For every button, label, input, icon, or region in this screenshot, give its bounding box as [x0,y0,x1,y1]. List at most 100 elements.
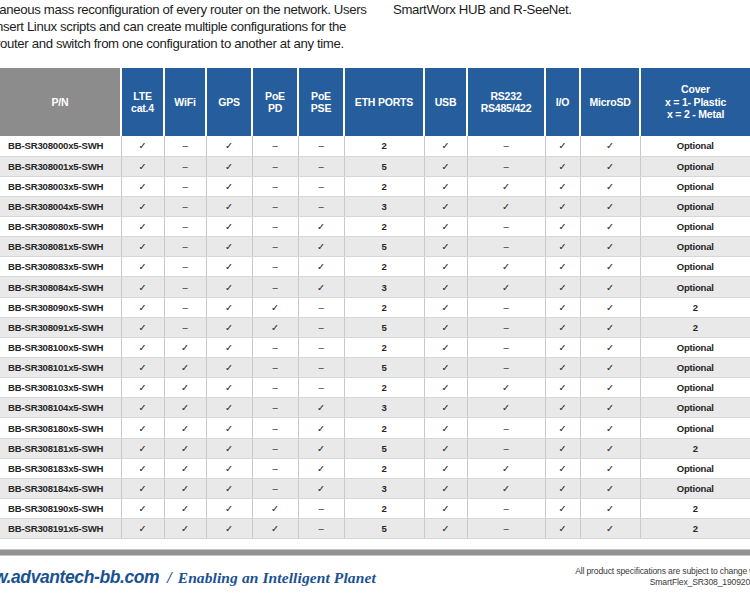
lte-cell: ✓ [121,217,164,237]
wifi-cell: ✓ [164,418,206,438]
part-number-cell: BB-SR308103x5-SWH [0,378,121,398]
rs232-cell: – [467,317,545,337]
cover-cell: Optional [640,196,750,216]
gps-cell: ✓ [206,297,252,317]
usb-cell: ✓ [424,297,467,317]
part-number-cell: BB-SR308004x5-SWH [0,196,121,216]
intro-paragraph-left: taneous mass reconfiguration of every ro… [0,1,380,52]
usb-cell: ✓ [424,378,467,398]
io-cell: ✓ [545,176,580,196]
table-row: BB-SR308104x5-SWH✓✓✓–✓3✓✓✓✓Optional [0,398,750,418]
io-cell: ✓ [545,438,580,458]
io-cell: ✓ [545,317,580,337]
col-header-lte: LTE cat.4 [121,68,164,136]
eth-ports-cell: 5 [344,519,424,539]
poe-pd-cell: – [252,257,298,277]
rs232-cell: ✓ [467,176,545,196]
poe-pd-cell: – [252,277,298,297]
poe-pse-cell: ✓ [298,398,344,418]
io-cell: ✓ [545,196,580,216]
lte-cell: ✓ [121,378,164,398]
poe-pd-cell: – [252,156,298,176]
poe-pd-cell: ✓ [252,519,298,539]
microsd-cell: ✓ [580,156,640,176]
wifi-cell: ✓ [164,378,206,398]
col-header-gps: GPS [206,68,252,136]
usb-cell: ✓ [424,156,467,176]
io-cell: ✓ [545,358,580,378]
eth-ports-cell: 3 [344,196,424,216]
part-number-cell: BB-SR308001x5-SWH [0,156,121,176]
poe-pd-cell: – [252,196,298,216]
footer-disclaimer: All product specifications are subject t… [575,566,750,588]
gps-cell: ✓ [206,217,252,237]
cover-cell: 2 [640,519,750,539]
poe-pse-cell: – [298,176,344,196]
io-cell: ✓ [545,337,580,357]
eth-ports-cell: 5 [344,358,424,378]
table-body: BB-SR308000x5-SWH✓–✓––2✓–✓✓OptionalBB-SR… [0,136,750,539]
part-number-cell: BB-SR308180x5-SWH [0,418,121,438]
rs232-cell: ✓ [467,398,545,418]
intro-paragraph-right: SmartWorx HUB and R-SeeNet. [393,1,748,18]
rs232-cell: – [467,519,545,539]
part-number-cell: BB-SR308183x5-SWH [0,458,121,478]
cover-cell: 2 [640,297,750,317]
col-header-poe-pd: PoE PD [252,68,298,136]
part-number-cell: BB-SR308080x5-SWH [0,217,121,237]
cover-cell: Optional [640,418,750,438]
cover-cell: Optional [640,176,750,196]
microsd-cell: ✓ [580,176,640,196]
table-row: BB-SR308101x5-SWH✓✓✓––5✓–✓✓Optional [0,358,750,378]
rs232-cell: ✓ [467,277,545,297]
table-row: BB-SR308190x5-SWH✓✓✓✓–2✓–✓✓2 [0,499,750,519]
microsd-cell: ✓ [580,257,640,277]
gps-cell: ✓ [206,519,252,539]
rs232-cell: – [467,438,545,458]
poe-pse-cell: ✓ [298,277,344,297]
part-number-cell: BB-SR308101x5-SWH [0,358,121,378]
lte-cell: ✓ [121,277,164,297]
poe-pd-cell: ✓ [252,499,298,519]
eth-ports-cell: 2 [344,337,424,357]
microsd-cell: ✓ [580,337,640,357]
eth-ports-cell: 2 [344,378,424,398]
microsd-cell: ✓ [580,277,640,297]
microsd-cell: ✓ [580,478,640,498]
eth-ports-cell: 2 [344,418,424,438]
table-header: P/N LTE cat.4 WiFi GPS PoE PD PoE PSE ET… [0,68,750,136]
gps-cell: ✓ [206,458,252,478]
gps-cell: ✓ [206,317,252,337]
wifi-cell: ✓ [164,519,206,539]
wifi-cell: ✓ [164,398,206,418]
col-header-microsd: MicroSD [580,68,640,136]
microsd-cell: ✓ [580,358,640,378]
footer-website-link[interactable]: w.advantech-bb.com [0,567,159,587]
poe-pd-cell: – [252,398,298,418]
part-number-cell: BB-SR308181x5-SWH [0,438,121,458]
io-cell: ✓ [545,156,580,176]
poe-pse-cell: – [298,297,344,317]
wifi-cell: – [164,257,206,277]
cover-cell: Optional [640,156,750,176]
microsd-cell: ✓ [580,438,640,458]
gps-cell: ✓ [206,438,252,458]
cover-cell: Optional [640,136,750,156]
eth-ports-cell: 3 [344,277,424,297]
io-cell: ✓ [545,297,580,317]
table-row: BB-SR308100x5-SWH✓✓✓––2✓–✓✓Optional [0,337,750,357]
wifi-cell: – [164,237,206,257]
cover-cell: Optional [640,458,750,478]
poe-pse-cell: – [298,519,344,539]
table-row: BB-SR308081x5-SWH✓–✓–✓5✓–✓✓Optional [0,237,750,257]
eth-ports-cell: 5 [344,156,424,176]
poe-pse-cell: – [298,317,344,337]
lte-cell: ✓ [121,458,164,478]
usb-cell: ✓ [424,176,467,196]
lte-cell: ✓ [121,156,164,176]
wifi-cell: ✓ [164,438,206,458]
cover-cell: Optional [640,378,750,398]
col-header-rs232: RS232 RS485/422 [467,68,545,136]
microsd-cell: ✓ [580,217,640,237]
rs232-cell: ✓ [467,257,545,277]
